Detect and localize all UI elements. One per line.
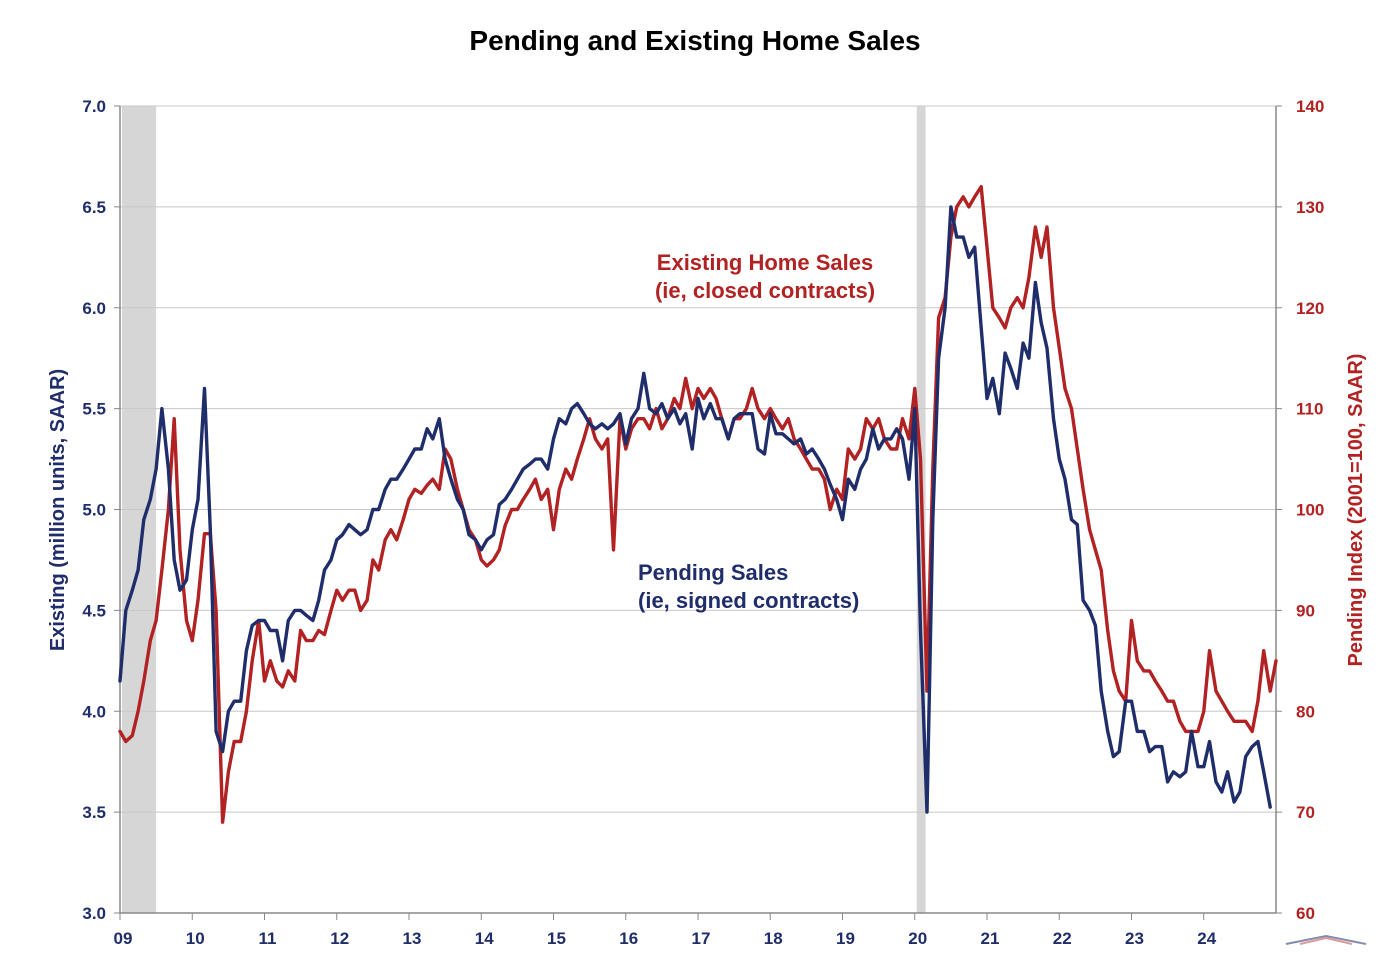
right-axis-label: Pending Index (2001=100, SAAR) <box>1345 354 1367 667</box>
right-tick-label: 140 <box>1296 97 1324 116</box>
x-tick-label: 24 <box>1197 929 1216 948</box>
right-tick-label: 130 <box>1296 198 1324 217</box>
left-tick-label: 5.0 <box>82 501 106 520</box>
left-tick-label: 6.5 <box>82 198 106 217</box>
left-tick-label: 6.0 <box>82 299 106 318</box>
x-tick-label: 09 <box>114 929 133 948</box>
x-tick-label: 15 <box>547 929 566 948</box>
right-tick-label: 110 <box>1296 400 1323 419</box>
left-tick-label: 4.5 <box>82 601 106 620</box>
annotation-existing-line-1: Existing Home Sales <box>657 250 873 275</box>
x-tick-label: 12 <box>330 929 349 948</box>
right-tick-label: 60 <box>1296 904 1315 923</box>
x-tick-label: 10 <box>186 929 205 948</box>
left-tick-label: 3.5 <box>82 803 106 822</box>
left-tick-label: 4.0 <box>82 702 106 721</box>
x-tick-label: 11 <box>259 929 277 948</box>
x-axis-ticks: 09 10 11 12 13 14 15 16 17 18 19 20 21 22 23 24 <box>114 913 1217 948</box>
series-line-existing <box>118 185 1278 824</box>
x-tick-label: 23 <box>1125 929 1144 948</box>
left-tick-label: 7.0 <box>82 97 106 116</box>
x-tick-label: 17 <box>692 929 711 948</box>
left-axis-label: Existing (million units, SAAR) <box>47 369 69 651</box>
x-tick-label: 22 <box>1053 929 1072 948</box>
right-axis-ticks: 60 70 80 90 100 110 120 130 140 <box>1276 97 1324 923</box>
annotation-pending-line-2: (ie, signed contracts) <box>638 588 859 613</box>
gridlines <box>120 105 1276 813</box>
right-tick-label: 100 <box>1296 501 1324 520</box>
series-lines <box>118 185 1278 824</box>
x-tick-label: 14 <box>475 929 494 948</box>
right-tick-label: 90 <box>1296 601 1315 620</box>
annotation-pending-line-1: Pending Sales <box>638 560 788 585</box>
chart-title: Pending and Existing Home Sales <box>469 25 920 56</box>
right-tick-label: 70 <box>1296 803 1315 822</box>
series-line-pending <box>118 205 1272 814</box>
left-tick-label: 5.5 <box>82 400 106 419</box>
left-tick-label: 3.0 <box>82 904 106 923</box>
annotation-pending-sales: Pending Sales (ie, signed contracts) <box>638 560 859 613</box>
annotation-existing-home-sales: Existing Home Sales (ie, closed contract… <box>655 250 875 303</box>
left-axis-ticks: 3.0 3.5 4.0 4.5 5.0 5.5 6.0 6.5 7.0 <box>82 97 120 923</box>
right-tick-label: 80 <box>1296 702 1315 721</box>
right-tick-label: 120 <box>1296 299 1324 318</box>
x-tick-label: 19 <box>836 929 855 948</box>
x-tick-label: 13 <box>403 929 422 948</box>
x-tick-label: 21 <box>981 929 1000 948</box>
roof-logo-icon <box>1285 934 1367 945</box>
x-tick-label: 16 <box>619 929 638 948</box>
x-tick-label: 20 <box>908 929 927 948</box>
annotation-existing-line-2: (ie, closed contracts) <box>655 278 875 303</box>
x-tick-label: 18 <box>764 929 783 948</box>
